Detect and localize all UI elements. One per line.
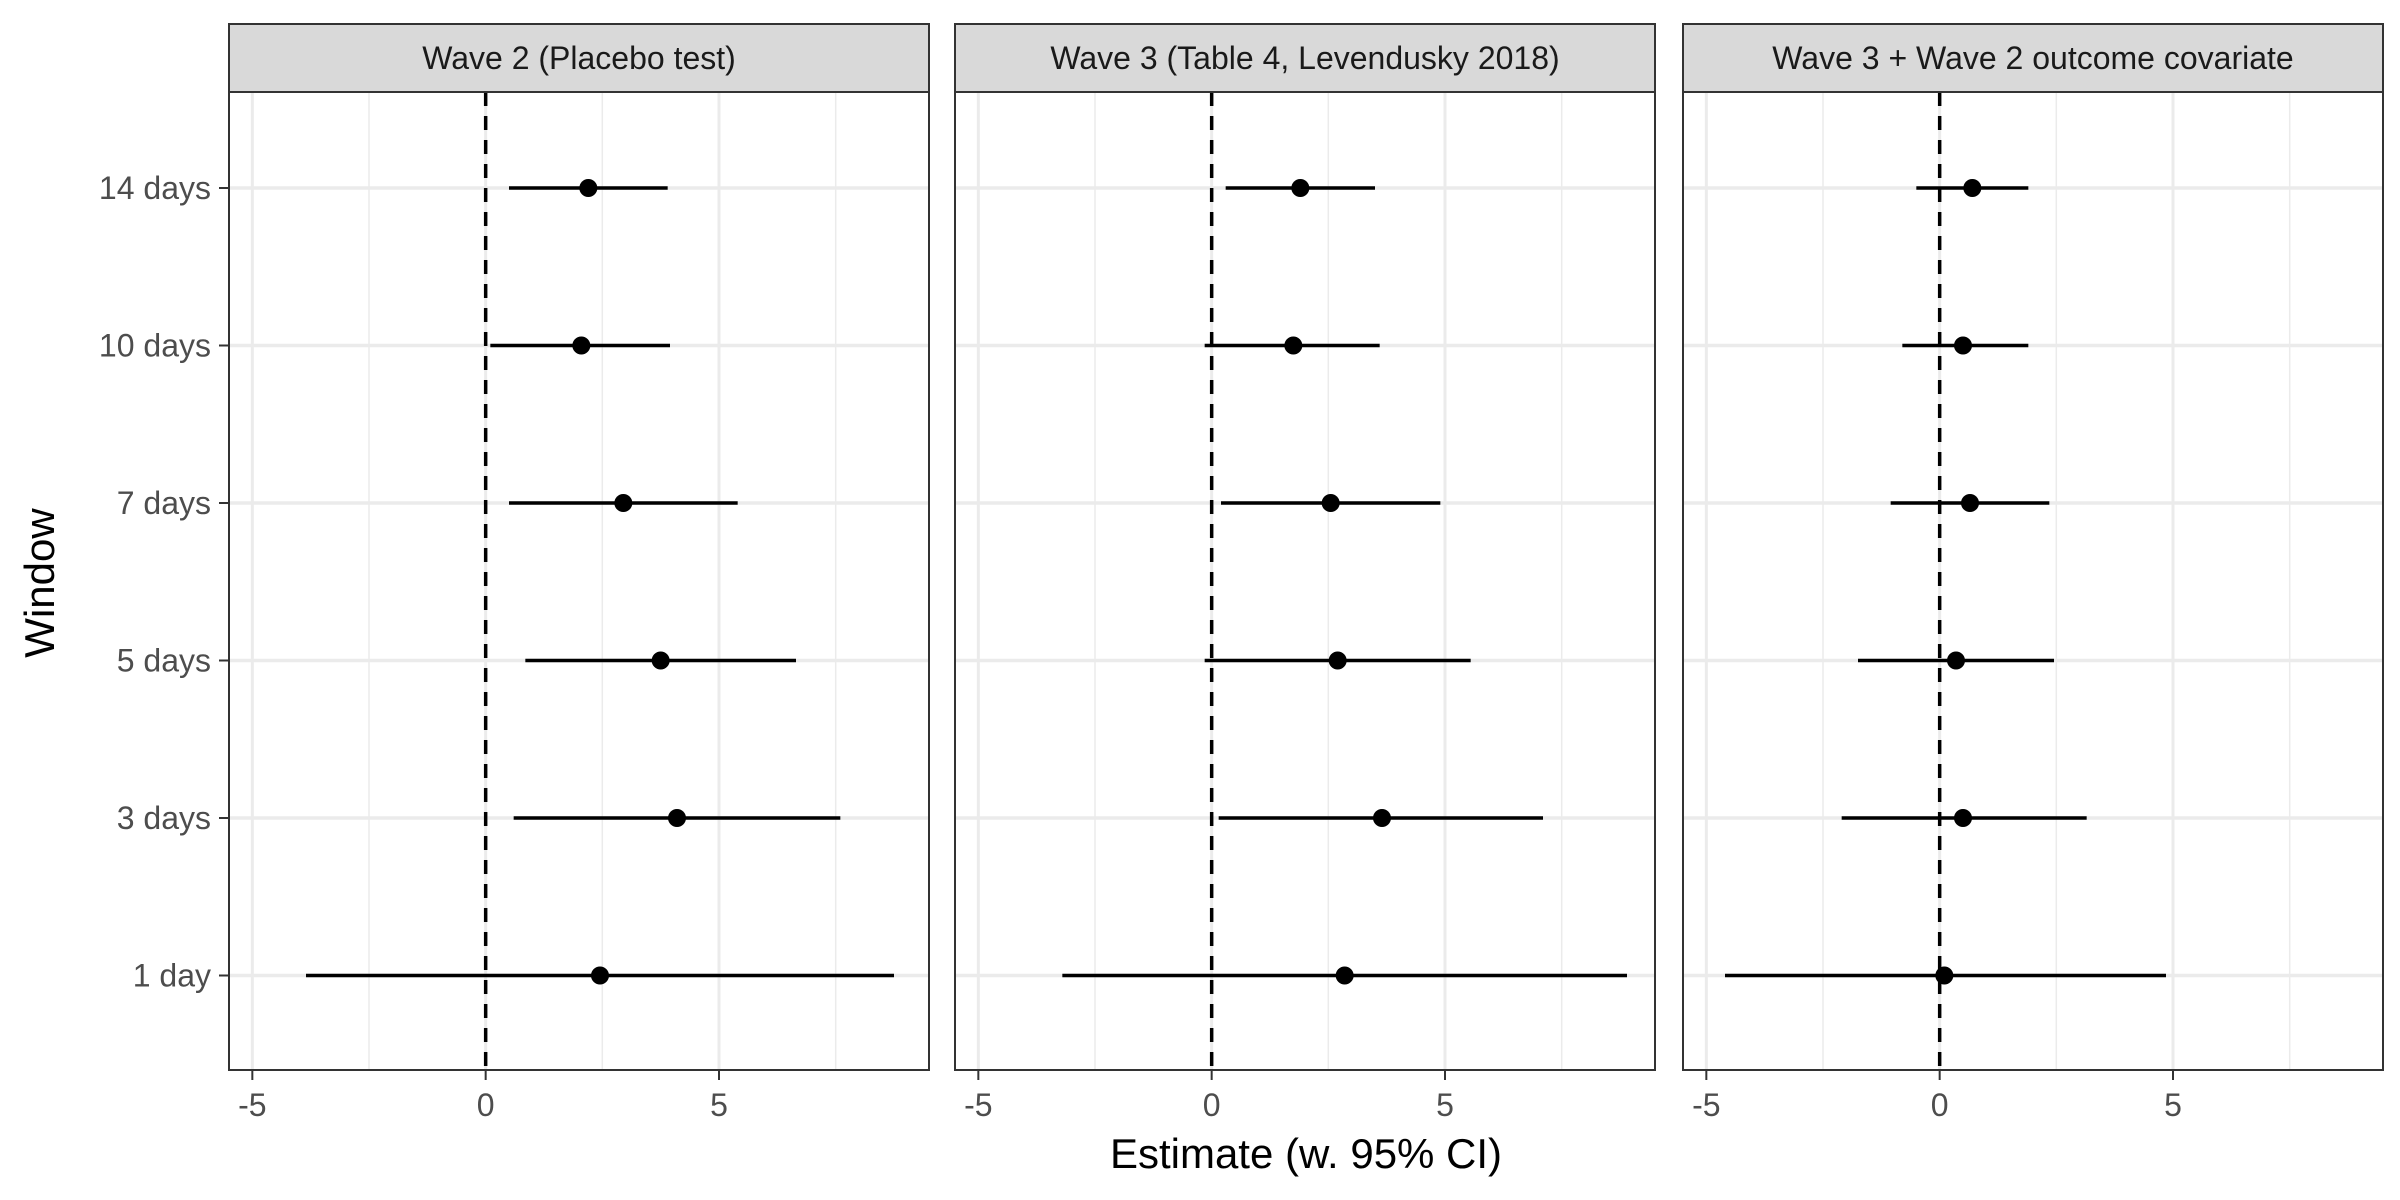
facet-strip: [228, 23, 930, 93]
x-axis-title: Estimate (w. 95% CI): [1110, 1130, 1502, 1177]
panel-3: Wave 3 + Wave 2 outcome covariate -5 0 5: [1682, 23, 2384, 1123]
panel-1: Wave 2 (Placebo test) -5 0 5: [228, 23, 930, 1123]
y-tick-label: 14 days: [99, 170, 211, 206]
panel-background: [1683, 92, 2383, 1070]
estimate-point: [579, 179, 598, 197]
x-tick-label: 5: [2164, 1087, 2182, 1123]
estimate-point: [1954, 336, 1972, 355]
y-tick-label: 1 day: [133, 958, 211, 994]
estimate-point: [1335, 966, 1354, 985]
estimate-point: [1947, 651, 1965, 670]
facet-title: Wave 2 (Placebo test): [422, 40, 736, 76]
x-tick-label: 0: [1931, 1087, 1949, 1123]
facet-title: Wave 3 (Table 4, Levendusky 2018): [1050, 40, 1559, 76]
x-tick-label: -5: [238, 1087, 266, 1123]
y-tick-label: 7 days: [117, 485, 211, 521]
x-tick-label: 0: [477, 1087, 495, 1123]
estimate-point: [1284, 336, 1303, 355]
x-tick-label: -5: [964, 1087, 992, 1123]
panel-background: [229, 92, 929, 1070]
estimate-point: [1373, 809, 1391, 827]
y-tick-label: 3 days: [117, 800, 211, 836]
estimate-point: [668, 809, 686, 827]
x-tick-label: 5: [710, 1087, 728, 1123]
x-tick-label: 0: [1203, 1087, 1221, 1123]
estimate-point: [1321, 494, 1340, 512]
y-axis: 1 day 3 days 5 days 7 days 10 days 14 days: [99, 170, 229, 994]
panel-2: Wave 3 (Table 4, Levendusky 2018) -5 0 5: [954, 23, 1656, 1123]
y-tick-label: 10 days: [99, 328, 211, 364]
y-axis-title: Window: [16, 508, 63, 658]
panel-background: [955, 92, 1655, 1070]
estimate-point: [614, 494, 633, 512]
estimate-point: [591, 966, 609, 985]
facet-title: Wave 3 + Wave 2 outcome covariate: [1772, 40, 2293, 76]
facet-strip: [954, 23, 1656, 93]
estimate-point: [651, 651, 670, 670]
x-tick-label: 5: [1436, 1087, 1454, 1123]
estimate-point: [1935, 966, 1954, 985]
estimate-point: [1963, 179, 1982, 197]
y-tick-label: 5 days: [117, 643, 211, 679]
estimate-point: [1954, 809, 1972, 827]
estimate-point: [1291, 179, 1310, 197]
x-tick-label: -5: [1692, 1087, 1720, 1123]
estimate-point: [1961, 494, 1979, 512]
estimate-point: [1328, 651, 1347, 670]
facet-strip: [1682, 23, 2384, 93]
estimate-point: [572, 336, 591, 355]
